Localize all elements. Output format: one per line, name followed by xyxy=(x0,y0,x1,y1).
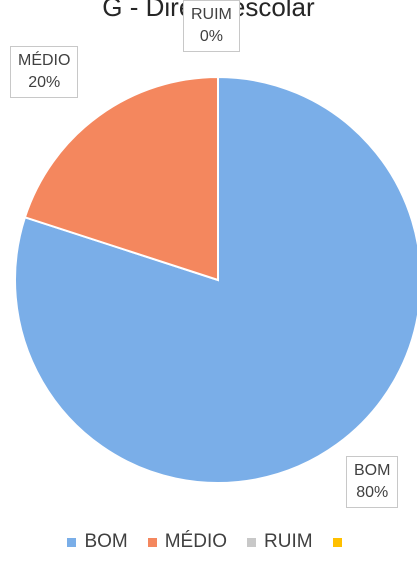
chart-legend: BOM MÉDIO RUIM xyxy=(0,531,417,553)
data-label-ruim: RUIM 0% xyxy=(183,0,240,52)
data-label-bom-value: 80% xyxy=(356,484,389,501)
legend-label-bom: BOM xyxy=(84,531,128,552)
legend-swatch-unlabeled xyxy=(332,537,342,547)
data-label-medio-value: 20% xyxy=(28,74,61,91)
legend-item-bom: BOM xyxy=(67,531,128,553)
pie-slice-medio xyxy=(23,75,219,282)
data-label-medio: MÉDIO 20% xyxy=(10,46,79,98)
legend-item-unlabeled xyxy=(332,531,350,553)
data-label-bom: BOM 80% xyxy=(346,456,399,508)
legend-label-medio: MÉDIO xyxy=(164,531,227,552)
data-label-ruim-category: RUIM xyxy=(191,6,232,23)
legend-item-ruim: RUIM xyxy=(247,531,313,553)
legend-swatch-medio xyxy=(147,537,157,547)
legend-swatch-ruim xyxy=(247,537,256,547)
data-label-bom-category: BOM xyxy=(354,462,391,479)
data-label-ruim-value: 0% xyxy=(199,28,223,45)
legend-swatch-bom xyxy=(67,537,77,547)
legend-item-medio: MÉDIO xyxy=(147,531,227,553)
legend-label-ruim: RUIM xyxy=(264,531,313,552)
data-label-medio-category: MÉDIO xyxy=(18,52,71,69)
